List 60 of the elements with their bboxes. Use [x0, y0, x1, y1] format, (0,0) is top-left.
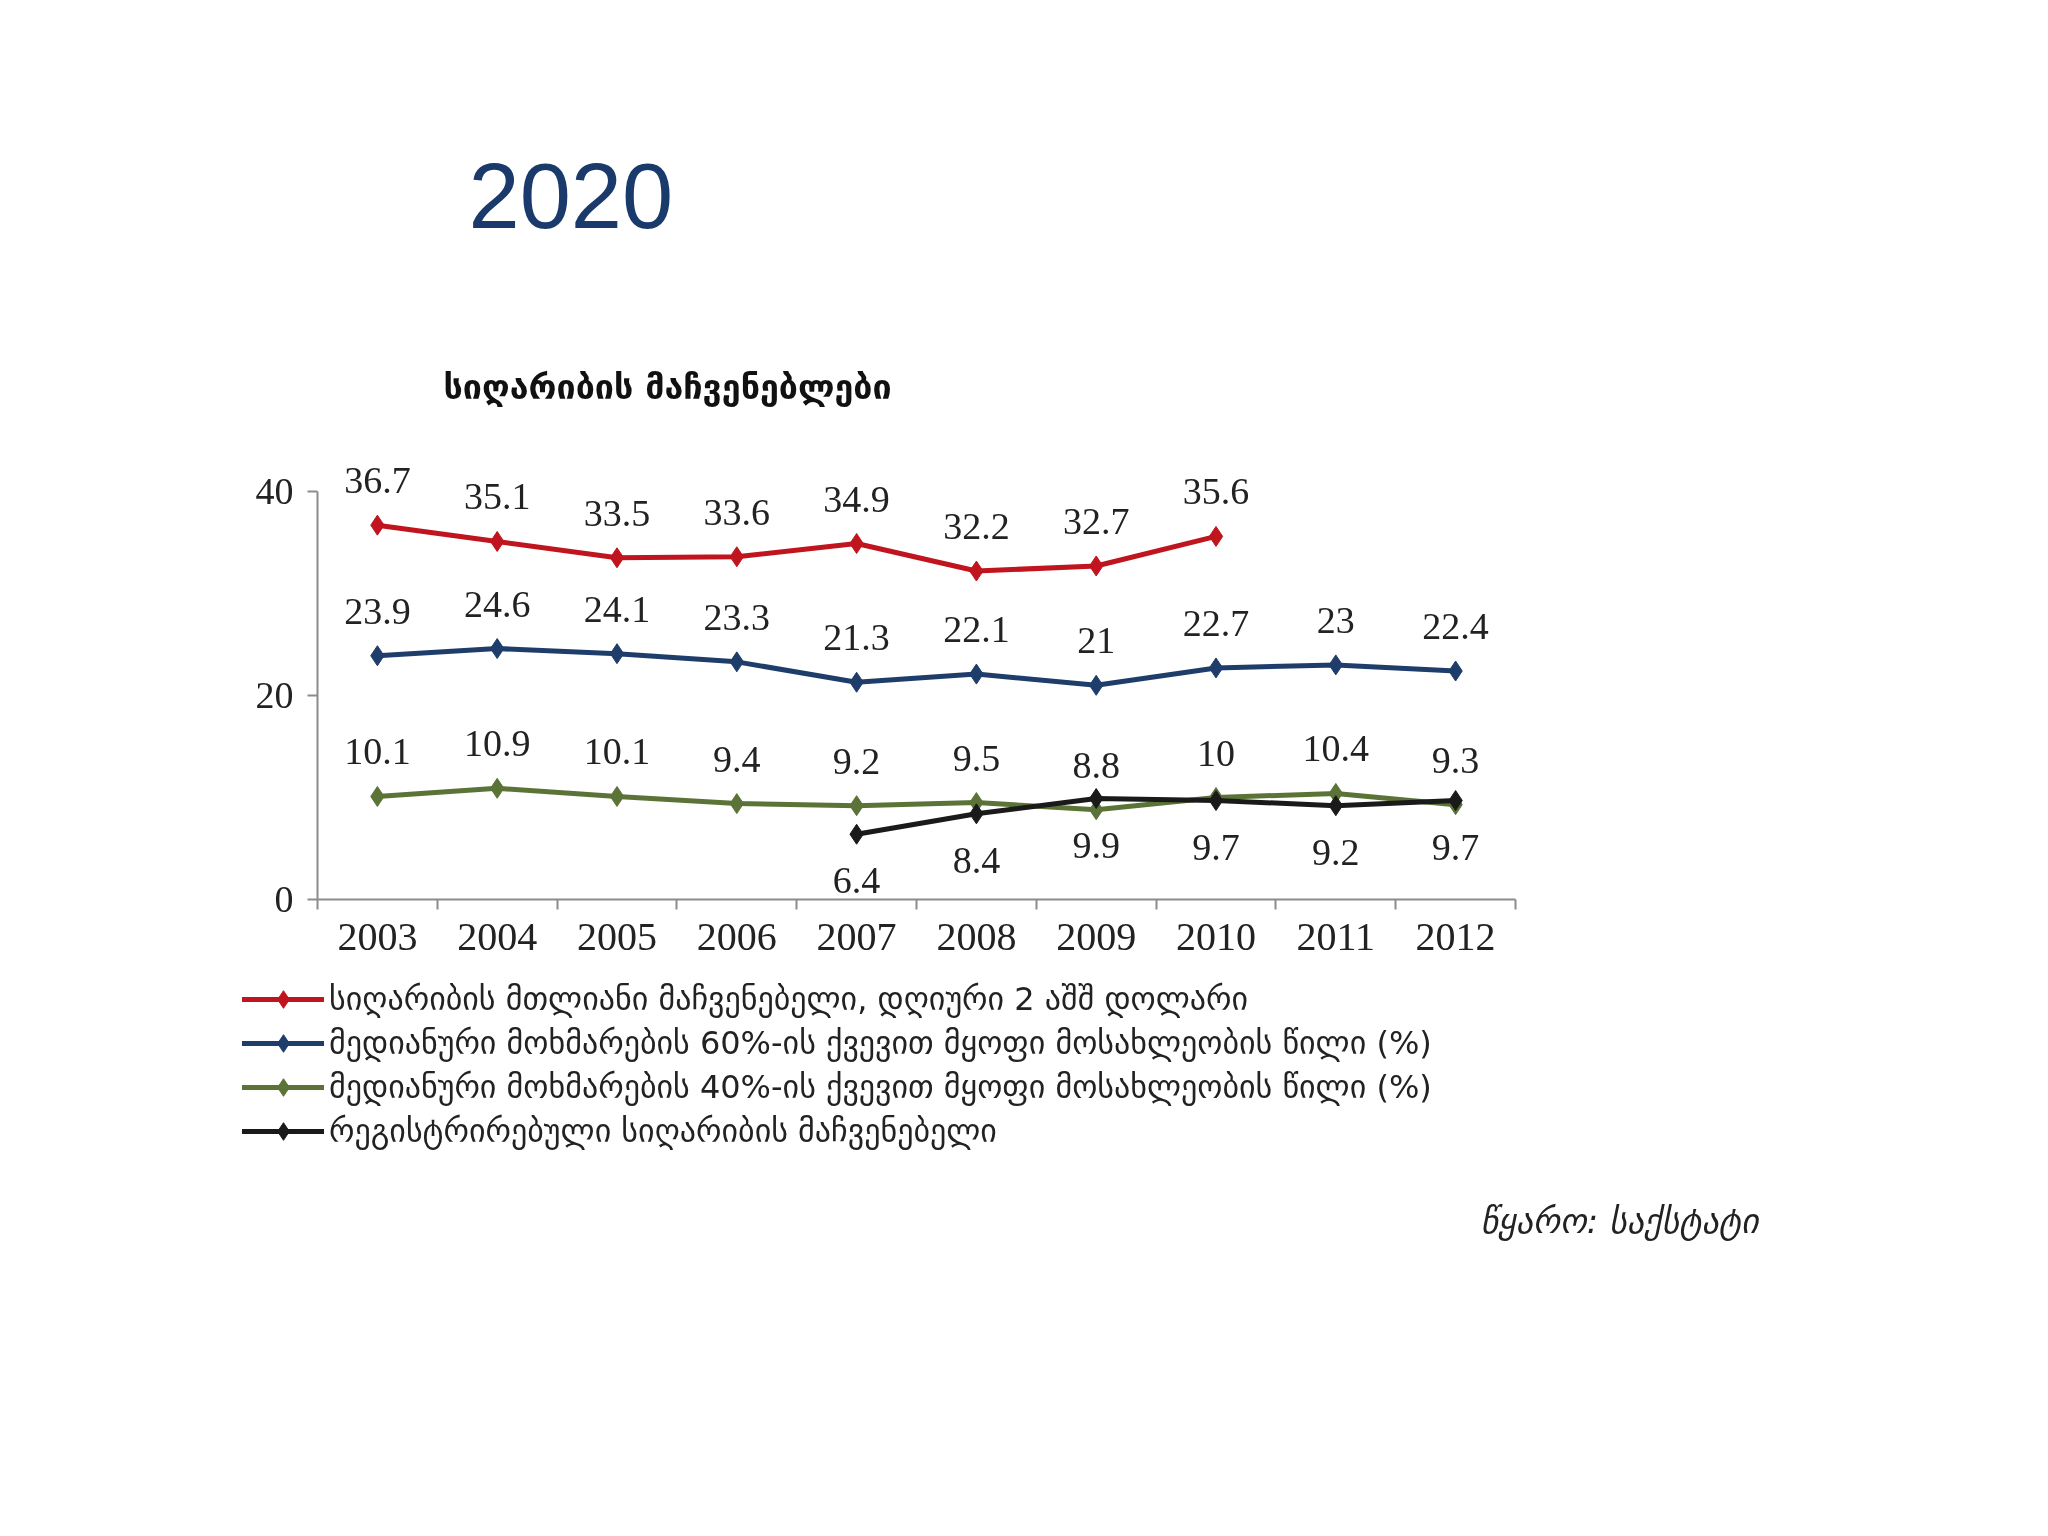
y-tick-label: 20 — [255, 674, 294, 716]
data-label: 9.9 — [1072, 823, 1120, 866]
data-label: 10.4 — [1302, 727, 1370, 770]
x-tick-label: 2007 — [816, 913, 897, 959]
data-label: 34.9 — [823, 477, 890, 520]
data-label: 22.7 — [1182, 601, 1250, 644]
data-label: 21.3 — [823, 616, 890, 659]
legend-label: მედიანური მოხმარების 40%-ის ქვევით მყოფი მოსახლეობის წილი (%) — [329, 1067, 1432, 1108]
data-label: 6.4 — [832, 859, 881, 902]
data-label: 10.9 — [463, 722, 531, 765]
data-label: 8.4 — [952, 838, 1001, 881]
data-label: 9.4 — [713, 737, 761, 780]
data-label: 10.1 — [344, 730, 411, 773]
text: წყარო: საქსტატი — [1480, 1200, 1761, 1241]
data-label: 32.7 — [1062, 499, 1130, 542]
x-tick-label: 2004 — [457, 913, 538, 959]
point — [609, 643, 625, 665]
data-label: 8.8 — [1072, 743, 1120, 786]
data-label: 22.1 — [943, 608, 1010, 651]
x-tick-label: 2010 — [1176, 913, 1256, 959]
legend-label: მედიანური მოხმარების 60%-ის ქვევით მყოფი მოსახლეობის წილი (%) — [329, 1023, 1432, 1064]
x-tick-label: 2012 — [1415, 913, 1496, 959]
x-tick-label: 2011 — [1296, 913, 1376, 959]
data-label: 33.5 — [583, 491, 651, 534]
legend-label: რეგისტრირებული სიღარიბის მაჩვენებელი — [329, 1111, 997, 1152]
data-label: 35.6 — [1182, 470, 1250, 513]
data-label: 35.1 — [463, 475, 531, 518]
data-label: 10.1 — [583, 730, 651, 773]
data-label: 9.2 — [1312, 830, 1360, 873]
data-label: 9.3 — [1431, 738, 1480, 781]
data-label: 32.2 — [943, 505, 1010, 548]
data-label: 22.4 — [1422, 605, 1489, 648]
data-label: 23.9 — [344, 589, 411, 632]
y-tick-label: 40 — [255, 470, 294, 512]
data-label: 33.6 — [703, 490, 771, 533]
x-tick-label: 2005 — [577, 913, 657, 959]
point — [609, 547, 625, 569]
data-label: 24.6 — [463, 582, 531, 625]
data-label: 21 — [1077, 619, 1116, 662]
data-label: 23.3 — [703, 595, 771, 638]
data-label: 24.1 — [583, 587, 651, 630]
x-tick-label: 2006 — [696, 913, 777, 959]
legend-label: სიღარიბის მთლიანი მაჩვენებელი, დღიური 2 აშშ დოლარი — [329, 979, 1249, 1020]
point — [1208, 657, 1224, 679]
data-label: 36.7 — [344, 459, 411, 502]
x-tick-label: 2009 — [1056, 913, 1137, 959]
point — [609, 785, 625, 807]
data-label: 9.2 — [832, 739, 881, 782]
x-tick-label: 2003 — [337, 913, 418, 959]
x-tick-label: 2008 — [936, 913, 1017, 959]
y-tick-label: 0 — [274, 878, 294, 920]
data-label: 10 — [1197, 731, 1235, 774]
data-label: 23 — [1316, 598, 1355, 641]
data-label: 9.7 — [1431, 825, 1480, 868]
chart-title: 2020 — [468, 144, 674, 247]
data-label: 9.5 — [952, 736, 1001, 779]
point — [1208, 790, 1224, 812]
chart-subtitle: სიღარიბის მაჩვენებლები — [443, 366, 892, 407]
data-label: 9.7 — [1192, 825, 1240, 868]
point — [1208, 525, 1224, 547]
